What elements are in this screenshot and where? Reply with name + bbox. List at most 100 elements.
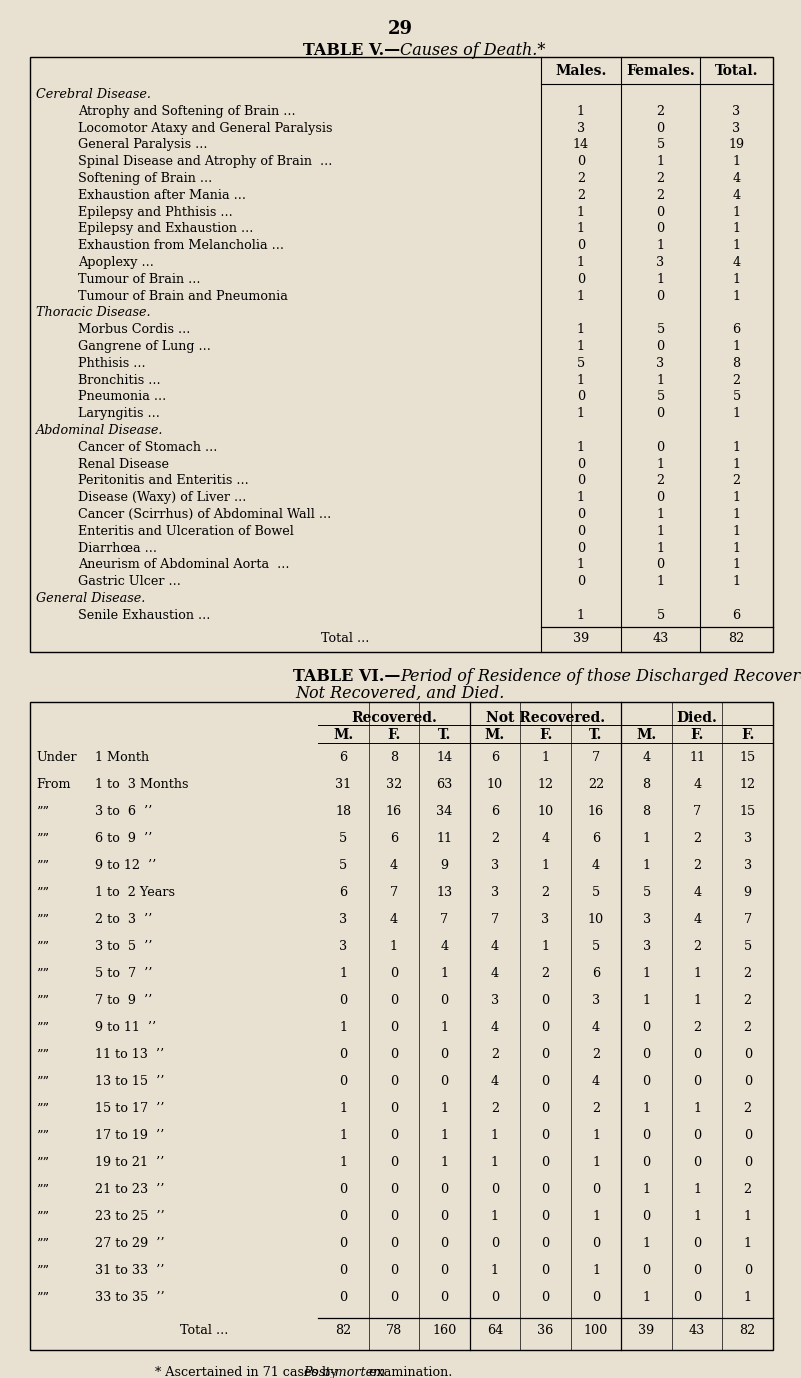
Text: 0: 0 — [642, 1021, 650, 1035]
Text: 3: 3 — [743, 832, 752, 845]
Text: 1: 1 — [642, 967, 650, 980]
Text: 0: 0 — [743, 1075, 752, 1089]
Text: 4: 4 — [390, 860, 398, 872]
Text: 1: 1 — [577, 205, 585, 219]
Text: 1: 1 — [441, 1021, 449, 1035]
Text: 36: 36 — [537, 1324, 553, 1338]
Text: 0: 0 — [541, 1184, 549, 1196]
Text: 0: 0 — [577, 457, 585, 471]
Text: 14: 14 — [573, 138, 589, 152]
Text: 0: 0 — [339, 995, 348, 1007]
Text: 4: 4 — [693, 779, 701, 791]
Text: 1: 1 — [693, 1102, 701, 1115]
Text: Total ...: Total ... — [321, 631, 370, 645]
Text: 3: 3 — [743, 860, 752, 872]
Text: 9: 9 — [441, 860, 449, 872]
Text: 2: 2 — [577, 189, 585, 201]
Text: 0: 0 — [491, 1237, 499, 1250]
Text: 11: 11 — [437, 832, 453, 845]
Text: 1: 1 — [340, 967, 348, 980]
Text: From: From — [36, 779, 70, 791]
Text: Aneurism of Abdominal Aorta  ...: Aneurism of Abdominal Aorta ... — [78, 558, 289, 572]
Text: 19: 19 — [728, 138, 745, 152]
Text: Total ...: Total ... — [179, 1324, 228, 1338]
Text: 1: 1 — [577, 105, 585, 117]
Text: 22: 22 — [588, 779, 604, 791]
Text: F.: F. — [741, 729, 755, 743]
Text: 1: 1 — [441, 967, 449, 980]
Text: 0: 0 — [541, 1075, 549, 1089]
Text: 0: 0 — [642, 1049, 650, 1061]
Text: 0: 0 — [441, 1184, 449, 1196]
Text: 0: 0 — [657, 121, 665, 135]
Text: 5: 5 — [743, 940, 752, 954]
Text: 0: 0 — [693, 1049, 701, 1061]
Text: Cancer (Scirrhus) of Abdominal Wall ...: Cancer (Scirrhus) of Abdominal Wall ... — [78, 508, 332, 521]
Text: 1: 1 — [340, 1130, 348, 1142]
Text: 2: 2 — [541, 967, 549, 980]
Text: 15: 15 — [739, 751, 756, 765]
Text: 0: 0 — [541, 1237, 549, 1250]
Text: 2: 2 — [491, 832, 499, 845]
Text: 10: 10 — [487, 779, 503, 791]
Text: Diarrhœa ...: Diarrhœa ... — [78, 542, 157, 554]
Text: Renal Disease: Renal Disease — [78, 457, 169, 471]
Text: Epilepsy and Exhaustion ...: Epilepsy and Exhaustion ... — [78, 222, 253, 236]
Text: 1: 1 — [541, 860, 549, 872]
Text: 6: 6 — [339, 751, 348, 765]
Text: 14: 14 — [437, 751, 453, 765]
Text: T.: T. — [590, 729, 602, 743]
Text: 7: 7 — [592, 751, 600, 765]
Text: 1: 1 — [732, 575, 740, 588]
Text: 5: 5 — [339, 860, 348, 872]
Text: TABLE VI.—: TABLE VI.— — [292, 668, 400, 685]
Text: 32: 32 — [386, 779, 402, 791]
Text: 1: 1 — [491, 1265, 499, 1277]
Text: M.: M. — [637, 729, 657, 743]
Text: 0: 0 — [541, 1156, 549, 1170]
Text: 0: 0 — [390, 1130, 398, 1142]
Text: 0: 0 — [657, 441, 665, 453]
Text: 0: 0 — [577, 474, 585, 488]
Text: 0: 0 — [390, 1184, 398, 1196]
Text: 0: 0 — [541, 1265, 549, 1277]
Text: 1: 1 — [743, 1291, 751, 1305]
Text: Phthisis ...: Phthisis ... — [78, 357, 146, 369]
Text: 0: 0 — [642, 1265, 650, 1277]
Text: 6: 6 — [491, 751, 499, 765]
Text: 23 to 25  ’’: 23 to 25 ’’ — [95, 1210, 165, 1224]
Text: 0: 0 — [339, 1049, 348, 1061]
Text: ””: ”” — [36, 1102, 49, 1115]
Text: 4: 4 — [441, 940, 449, 954]
Text: 1: 1 — [491, 1130, 499, 1142]
Text: 2: 2 — [657, 105, 665, 117]
Text: Males.: Males. — [555, 63, 606, 79]
Text: 0: 0 — [577, 156, 585, 168]
Text: 1: 1 — [642, 1291, 650, 1305]
Text: 0: 0 — [390, 967, 398, 980]
Text: 1: 1 — [732, 289, 740, 303]
Text: 1: 1 — [577, 558, 585, 572]
Text: 1: 1 — [657, 156, 665, 168]
Text: 0: 0 — [657, 491, 665, 504]
Text: Morbus Cordis ...: Morbus Cordis ... — [78, 324, 191, 336]
Text: 12: 12 — [739, 779, 756, 791]
Text: 1: 1 — [592, 1130, 600, 1142]
Text: 39: 39 — [638, 1324, 654, 1338]
Text: ””: ”” — [36, 1049, 49, 1061]
Text: Senile Exhaustion ...: Senile Exhaustion ... — [78, 609, 211, 621]
Text: 1: 1 — [657, 273, 665, 285]
Text: Laryngitis ...: Laryngitis ... — [78, 408, 160, 420]
Text: 1: 1 — [577, 408, 585, 420]
Text: 63: 63 — [437, 779, 453, 791]
Text: 5: 5 — [656, 390, 665, 404]
Text: ””: ”” — [36, 1291, 49, 1305]
Text: M.: M. — [485, 729, 505, 743]
Text: ””: ”” — [36, 832, 49, 845]
Text: Cerebral Disease.: Cerebral Disease. — [36, 88, 151, 101]
Text: 8: 8 — [642, 805, 650, 819]
Text: 2: 2 — [732, 373, 741, 387]
Text: Gastric Ulcer ...: Gastric Ulcer ... — [78, 575, 181, 588]
Text: 5: 5 — [577, 357, 585, 369]
Text: 19 to 21  ’’: 19 to 21 ’’ — [95, 1156, 164, 1170]
